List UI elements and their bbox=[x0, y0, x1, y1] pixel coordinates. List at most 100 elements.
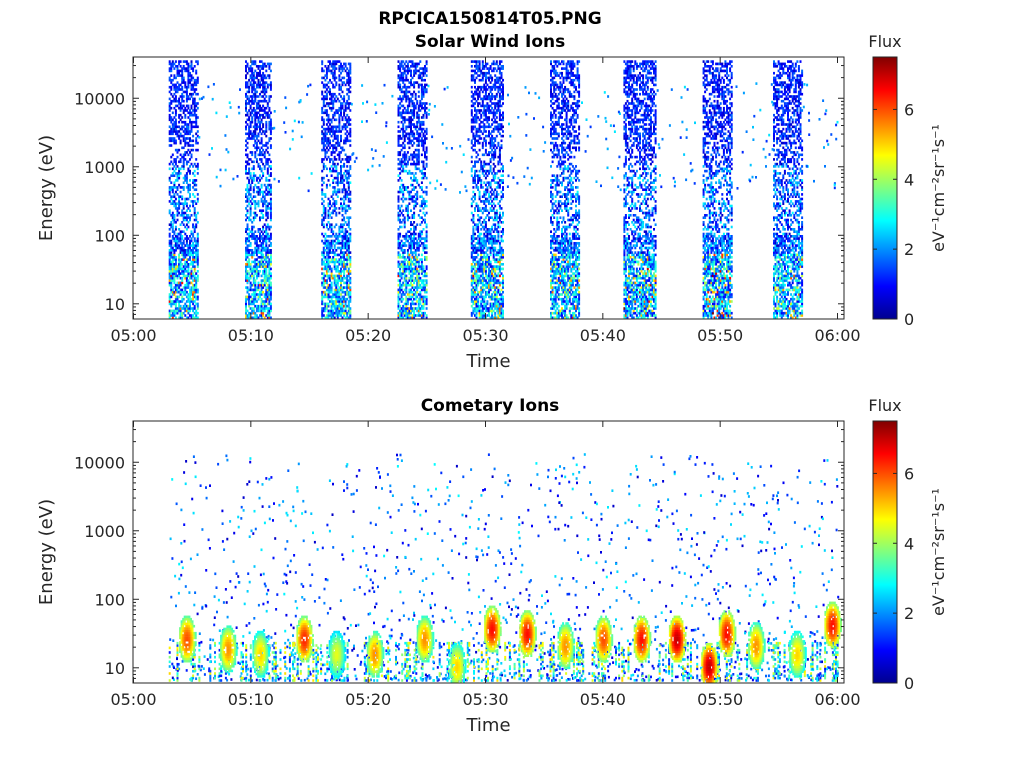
heatmap-cell bbox=[251, 176, 254, 180]
heatmap-cell bbox=[252, 92, 255, 96]
heatmap-cell bbox=[181, 81, 184, 84]
heatmap-cell bbox=[174, 60, 177, 63]
heatmap-cell bbox=[424, 204, 426, 208]
heatmap-cell bbox=[419, 99, 422, 103]
heatmap-cell bbox=[195, 120, 198, 124]
heatmap-cell bbox=[179, 95, 182, 98]
heatmap-cell bbox=[330, 62, 333, 66]
heatmap-cell bbox=[195, 116, 198, 119]
heatmap-cell bbox=[178, 263, 181, 266]
heatmap-cell bbox=[349, 139, 352, 143]
heatmap-cell bbox=[406, 283, 409, 287]
heatmap-cell bbox=[185, 104, 188, 108]
heatmap-cell bbox=[181, 155, 184, 159]
heatmap-cell bbox=[425, 137, 428, 140]
heatmap-cell bbox=[262, 242, 265, 245]
heatmap-cell bbox=[425, 62, 428, 66]
heatmap-cell bbox=[413, 109, 416, 112]
heatmap-cell bbox=[333, 146, 336, 150]
heatmap-cell bbox=[402, 118, 405, 122]
heatmap-cell bbox=[259, 314, 261, 317]
heatmap-cell bbox=[254, 311, 257, 315]
heatmap-cell bbox=[349, 123, 352, 126]
heatmap-cell bbox=[310, 172, 313, 175]
heatmap-cell bbox=[187, 244, 190, 247]
heatmap-cell bbox=[406, 151, 409, 154]
heatmap-cell bbox=[182, 204, 185, 208]
heatmap-cell bbox=[417, 155, 420, 159]
heatmap-cell bbox=[263, 165, 266, 168]
heatmap-cell bbox=[262, 237, 265, 240]
heatmap-cell bbox=[327, 148, 330, 152]
heatmap-cell bbox=[171, 265, 174, 268]
heatmap-cell bbox=[248, 293, 251, 296]
heatmap-cell bbox=[173, 88, 176, 91]
heatmap-cell bbox=[268, 190, 271, 194]
heatmap-cell bbox=[399, 67, 402, 70]
heatmap-cell bbox=[344, 141, 347, 145]
heatmap-cell bbox=[252, 307, 255, 310]
heatmap-cell bbox=[170, 116, 173, 119]
heatmap-cell bbox=[425, 155, 428, 159]
heatmap-cell bbox=[254, 204, 257, 208]
heatmap-cell bbox=[338, 274, 341, 278]
heatmap-cell bbox=[259, 209, 261, 212]
heatmap-cell bbox=[181, 311, 184, 315]
heatmap-cell bbox=[189, 78, 191, 82]
heatmap-cell bbox=[397, 174, 400, 177]
heatmap-cell bbox=[477, 276, 480, 280]
heatmap-cell bbox=[262, 193, 265, 196]
heatmap-cell bbox=[399, 111, 402, 115]
heatmap-cell bbox=[196, 148, 199, 152]
heatmap-cell bbox=[269, 235, 272, 238]
heatmap-cell bbox=[330, 242, 333, 245]
heatmap-cell bbox=[195, 125, 198, 129]
heatmap-cell bbox=[170, 197, 173, 201]
heatmap-cell bbox=[474, 270, 476, 273]
heatmap-cell bbox=[336, 188, 339, 191]
heatmap-cell bbox=[173, 125, 176, 129]
heatmap-cell bbox=[255, 237, 258, 240]
heatmap-cell bbox=[406, 249, 409, 252]
heatmap-cell bbox=[265, 260, 268, 264]
heatmap-cell bbox=[330, 109, 333, 112]
heatmap-cell bbox=[424, 67, 426, 70]
heatmap-cell bbox=[245, 272, 247, 275]
heatmap-cell bbox=[344, 207, 347, 210]
heatmap-cell bbox=[399, 88, 402, 91]
heatmap-cell bbox=[263, 85, 266, 89]
heatmap-cell bbox=[422, 279, 425, 282]
heatmap-cell bbox=[193, 162, 196, 166]
heatmap-cell bbox=[405, 74, 408, 77]
heatmap-cell bbox=[474, 97, 476, 101]
heatmap-cell bbox=[193, 225, 196, 229]
heatmap-cell bbox=[385, 124, 388, 128]
heatmap-cell bbox=[402, 235, 405, 238]
heatmap-cell bbox=[245, 169, 247, 173]
heatmap-cell bbox=[403, 67, 406, 70]
heatmap-cell bbox=[480, 267, 483, 271]
heatmap-cell bbox=[263, 283, 266, 287]
heatmap-cell bbox=[246, 85, 249, 89]
heatmap-cell bbox=[184, 263, 187, 266]
heatmap-cell bbox=[349, 311, 352, 315]
heatmap-cell bbox=[346, 165, 349, 168]
heatmap-cell bbox=[420, 106, 423, 110]
heatmap-cell bbox=[429, 181, 432, 185]
heatmap-cell bbox=[189, 92, 191, 96]
heatmap-cell bbox=[266, 286, 269, 289]
heatmap-cell bbox=[189, 216, 191, 219]
heatmap-cell bbox=[170, 295, 173, 299]
heatmap-cell bbox=[322, 225, 325, 229]
heatmap-cell bbox=[189, 281, 191, 285]
heatmap-cell bbox=[480, 239, 483, 243]
heatmap-cell bbox=[245, 307, 247, 310]
heatmap-cell bbox=[402, 165, 405, 168]
heatmap-cell bbox=[475, 155, 478, 159]
heatmap-cell bbox=[478, 237, 481, 240]
heatmap-cell bbox=[173, 267, 176, 271]
heatmap-cell bbox=[182, 167, 185, 171]
heatmap-cell bbox=[410, 71, 412, 75]
heatmap-cell bbox=[475, 300, 478, 303]
heatmap-cell bbox=[324, 144, 327, 147]
